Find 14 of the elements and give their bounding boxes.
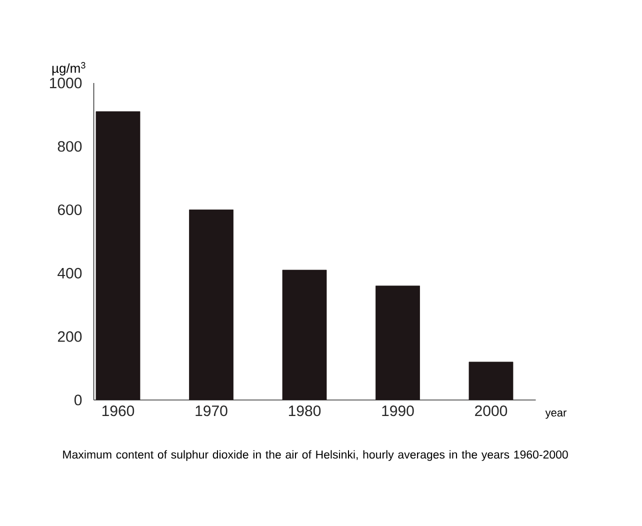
y-axis-title: µg/m$^{3}$	[52, 62, 86, 76]
x-tick-label: 1990	[382, 406, 414, 416]
y-tick-label: 800	[58, 141, 82, 152]
y-tick-label: 0	[74, 394, 82, 406]
x-tick-label: 1970	[196, 406, 228, 416]
y-tick-label: 1000	[50, 78, 82, 88]
x-tick-label: 1980	[288, 406, 321, 416]
y-tick-label: 200	[58, 331, 82, 342]
x-axis-title: year	[545, 410, 567, 419]
x-tick-label: 2000	[475, 406, 508, 416]
y-tick-label: 400	[58, 268, 82, 278]
text: Maximum content of sulphur dioxide in the air of Helsinki, hourly averages in the years 1960-2000	[63, 450, 568, 461]
y-tick-label: 600	[58, 204, 82, 216]
x-tick-label: 1960	[102, 406, 134, 416]
